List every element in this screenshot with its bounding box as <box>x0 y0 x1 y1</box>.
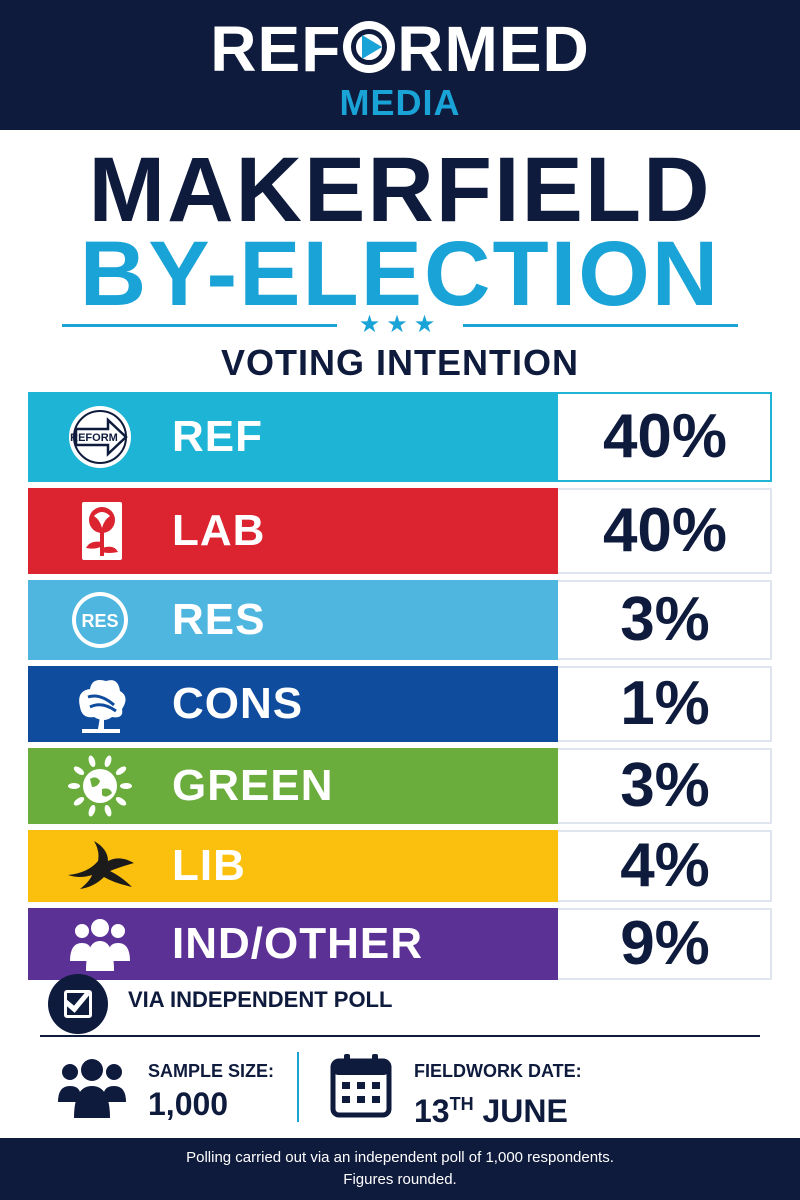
value-box-res <box>558 580 772 660</box>
svg-text:RES: RES <box>81 611 118 631</box>
party-label-ind-other: IND/OTHER <box>172 919 423 968</box>
value-label-res: 3% <box>620 585 710 654</box>
fieldwork-month: JUNE <box>482 1093 568 1129</box>
brand-text-left: REF <box>210 13 342 85</box>
value-box-green <box>558 748 772 824</box>
value-label-ref: 40% <box>602 402 728 471</box>
title-rule-right <box>463 324 738 327</box>
value-box-ind-other <box>558 908 772 980</box>
value-label-lab: 40% <box>602 496 728 565</box>
conservative-tree-icon <box>58 671 142 742</box>
green-globe-icon <box>58 753 142 824</box>
people-group-icon <box>58 911 142 982</box>
play-icon <box>343 21 396 73</box>
value-label-ind-other: 9% <box>620 909 710 978</box>
footer-note-line-2: Figures rounded. <box>343 1171 457 1188</box>
footer-bar: Polling carried out via an independent p… <box>0 1138 800 1200</box>
party-label-green: GREEN <box>172 761 334 810</box>
header-bar: REF RMED MEDIA <box>0 0 800 130</box>
value-box-lib <box>558 830 772 902</box>
poll-source-text: VIA INDEPENDENT POLL <box>128 987 393 1012</box>
sample-size-value: 1,000 <box>148 1086 229 1122</box>
fieldwork-day: 13 <box>414 1093 450 1129</box>
fieldwork-date-label: FIELDWORK DATE: <box>414 1061 582 1081</box>
svg-text:REFORM: REFORM <box>70 432 118 444</box>
brand-logo: REF RMED <box>0 14 800 84</box>
party-label-cons: CONS <box>172 679 304 728</box>
checkbox-verified-icon <box>48 974 108 1034</box>
divider <box>40 1035 760 1037</box>
party-label-lab: LAB <box>172 506 266 555</box>
fieldwork-date-value: 13TH JUNE <box>414 1086 568 1129</box>
value-box-ref <box>558 392 772 482</box>
value-label-cons: 1% <box>620 669 710 738</box>
title-rule-left <box>62 324 337 327</box>
people-group-icon <box>58 1059 126 1118</box>
value-box-lab <box>558 488 772 574</box>
brand-subtitle: MEDIA <box>339 82 461 123</box>
reform-arrow-icon: REFORM <box>58 404 142 475</box>
fieldwork-day-suffix: TH <box>449 1094 474 1114</box>
chart-subtitle: VOTING INTENTION <box>221 342 579 383</box>
title-line-1: MAKERFIELD <box>88 139 712 241</box>
title-line-2: BY-ELECTION <box>79 223 721 325</box>
res-badge-icon: RES <box>58 587 142 658</box>
party-label-ref: REF <box>172 412 263 461</box>
stars-icon: ★★★ <box>358 311 442 338</box>
sample-size-label: SAMPLE SIZE: <box>148 1061 275 1081</box>
value-box-cons <box>558 666 772 742</box>
party-label-res: RES <box>172 595 266 644</box>
footer-note-line-1: Polling carried out via an independent p… <box>186 1149 614 1166</box>
brand-text-right: RMED <box>397 13 590 85</box>
stats-divider <box>297 1052 299 1122</box>
party-label-lib: LIB <box>172 841 246 890</box>
labour-rose-icon <box>58 498 142 569</box>
libdem-bird-icon <box>58 833 142 904</box>
calendar-icon <box>330 1054 392 1118</box>
value-label-green: 3% <box>620 751 710 820</box>
value-label-lib: 4% <box>620 831 710 900</box>
